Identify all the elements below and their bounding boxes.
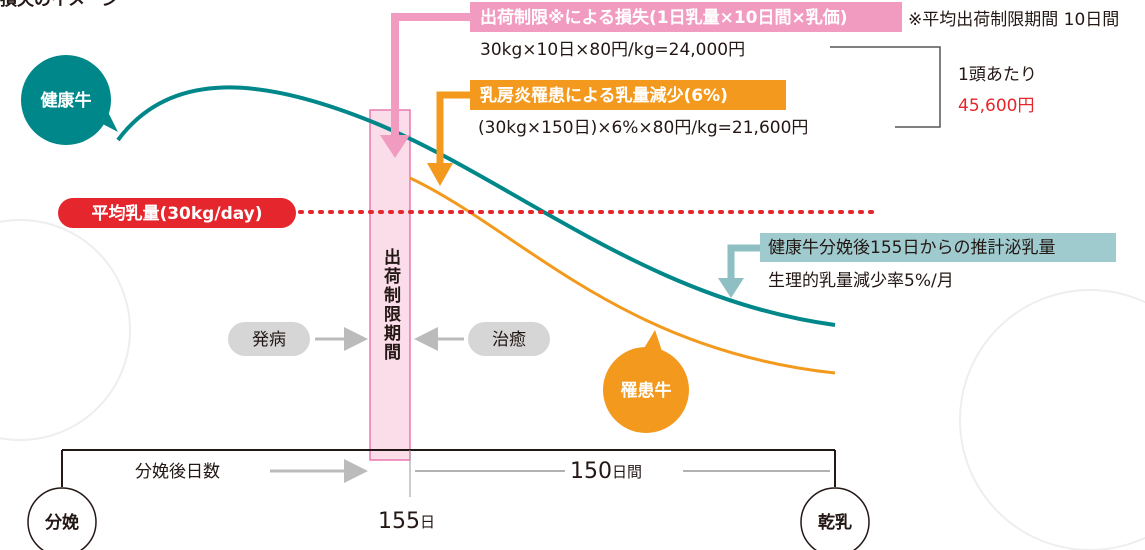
sick-curve [409, 176, 836, 375]
estimate-label: 健康牛分娩後155日からの推計泌乳量 [768, 238, 1055, 258]
arrow-head [718, 278, 744, 298]
average-label: 平均乳量(30kg/day) [91, 203, 262, 224]
recovery-pill [468, 322, 550, 356]
day-text: 155日 [378, 509, 435, 534]
per-head-label: 1頭あたり [958, 65, 1037, 85]
healthy-cow-label: 健康牛 [40, 90, 92, 111]
span-value: 150 [570, 459, 612, 484]
restriction-band [369, 109, 411, 461]
shipping-formula: 30kg×10日×80円/kg=24,000円 [480, 40, 745, 60]
estimate-note: 生理的乳量減少率5%/月 [768, 271, 954, 291]
onset-pill [228, 322, 310, 356]
arrow-head [380, 135, 410, 158]
mastitis-formula: (30kg×150日)×6%×80円/kg=21,600円 [478, 118, 808, 138]
gear-decoration [959, 289, 1145, 550]
day-value: 155 [378, 509, 420, 534]
sick-cow-label: 罹患牛 [621, 380, 672, 401]
onset-label: 発病 [252, 330, 286, 350]
shipping-loss-label: 出荷制限※による損失(1日乳量×10日間×乳価) [480, 7, 848, 28]
shipping-note: ※平均出荷制限期間 10日間 [908, 10, 1119, 30]
banner [470, 2, 902, 32]
restriction-label: 出荷制限期間 [380, 247, 401, 362]
estimate-box [760, 233, 1116, 262]
arrow-head [427, 163, 453, 186]
start-circle [27, 487, 97, 550]
day-unit: 日 [420, 513, 435, 531]
bracket [830, 46, 941, 128]
title: 損失のイメージ [0, 0, 119, 10]
per-head-total: 45,600円 [958, 96, 1034, 116]
end-label: 乾乳 [818, 512, 852, 533]
sick-bubble [603, 347, 689, 433]
span-unit: 日間 [612, 463, 642, 481]
banner [470, 80, 786, 110]
arrow [436, 91, 472, 168]
axis-label: 分娩後日数 [135, 462, 220, 482]
end-circle [800, 487, 870, 550]
arrow [727, 244, 762, 283]
gear-decoration [0, 219, 131, 441]
start-label: 分娩 [44, 512, 79, 533]
recovery-label: 治癒 [492, 330, 526, 350]
span-text: 150日間 [570, 459, 642, 484]
healthy-bubble [21, 55, 111, 145]
average-pill [58, 198, 296, 228]
arrow [391, 13, 472, 140]
mastitis-loss-label: 乳房炎罹患による乳量減少(6%) [480, 85, 728, 106]
